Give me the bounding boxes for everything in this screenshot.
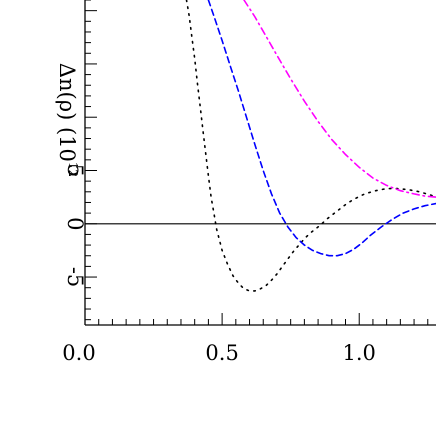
- y-axis-label-main: Δn(ρ) (10: [55, 63, 79, 162]
- y-axis-label-group: Δn(ρ) (1012: [55, 63, 80, 177]
- y-tick-label: 5: [63, 164, 87, 177]
- x-tick-label: 0.0: [62, 341, 95, 365]
- series-line-2: [207, 0, 436, 257]
- x-tick-label: 1.0: [343, 341, 376, 365]
- series-line-3: [243, 0, 436, 198]
- y-tick-labels: -5 0 5: [63, 164, 87, 287]
- series-line-1: [185, 0, 436, 292]
- y-axis-label-exponent: 12: [66, 162, 80, 177]
- x-tick-label: 0.5: [205, 341, 238, 365]
- series-group: [185, 0, 436, 292]
- y-tick-label: 0: [63, 217, 87, 230]
- axis-ticks: [84, 0, 429, 325]
- y-axis-label: Δn(ρ) (1012: [55, 63, 80, 177]
- y-tick-label: -5: [63, 267, 87, 287]
- x-tick-labels: 0.0 0.5 1.0: [62, 341, 376, 365]
- plot-frame: [84, 0, 436, 326]
